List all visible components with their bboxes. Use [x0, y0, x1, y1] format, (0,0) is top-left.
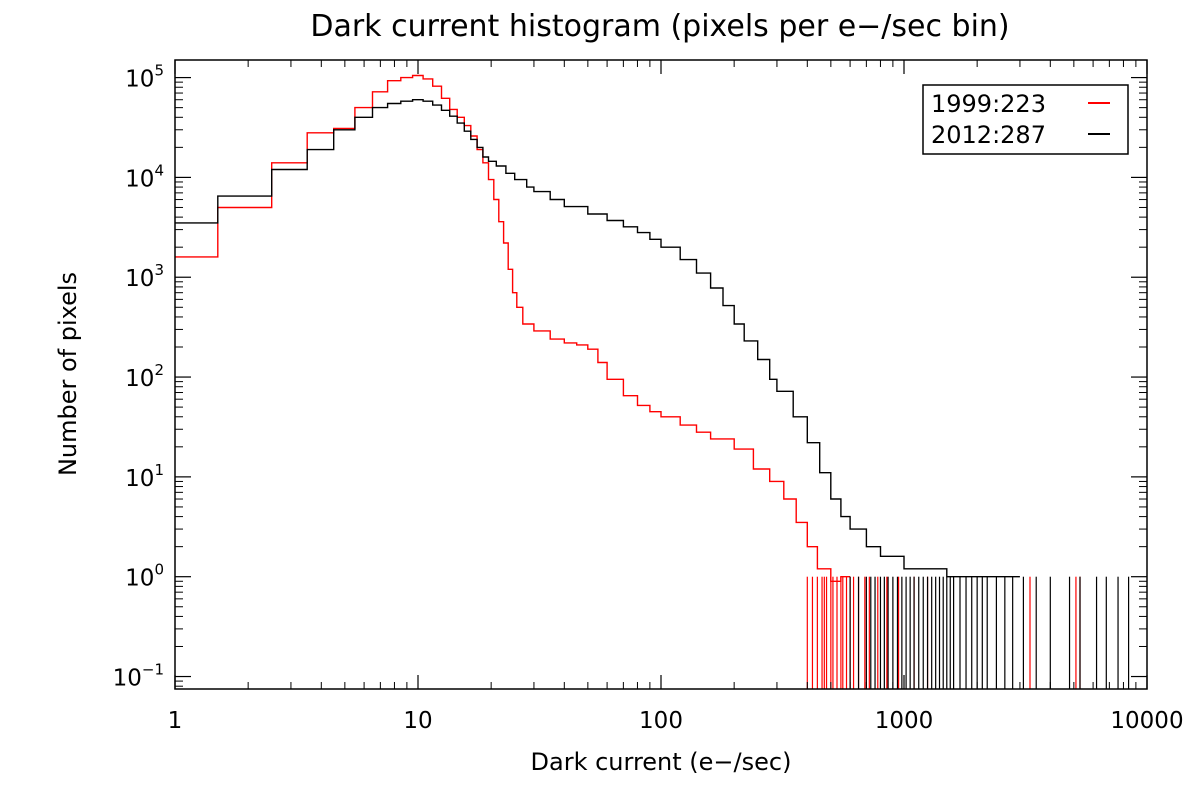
y-tick-label: 101 [125, 461, 164, 492]
y-tick-exponent: 4 [154, 161, 164, 179]
y-tick-base: 10 [125, 466, 154, 492]
y-tick-base: 10 [113, 666, 142, 692]
legend-entry-label: 2012:287 [931, 121, 1046, 149]
y-tick-label: 105 [125, 62, 164, 93]
series-line-2012-287 [175, 99, 1020, 578]
y-tick-label: 103 [125, 261, 164, 292]
y-tick-exponent: 0 [154, 561, 164, 579]
x-tick-label: 100 [639, 708, 683, 734]
y-tick-base: 10 [125, 566, 154, 592]
chart-title: Dark current histogram (pixels per e−/se… [310, 9, 1009, 44]
y-tick-label: 104 [125, 161, 164, 192]
y-tick-exponent: −1 [142, 661, 164, 679]
y-tick-label: 10−1 [113, 661, 164, 692]
x-tick-label: 1000 [875, 708, 934, 734]
x-tick-label: 10000 [1110, 708, 1183, 734]
x-axis-label: Dark current (e−/sec) [531, 748, 792, 776]
legend-entry-label: 1999:223 [931, 90, 1046, 118]
y-tick-exponent: 3 [154, 261, 164, 279]
y-axis-label: Number of pixels [54, 272, 82, 476]
legend-box [922, 84, 1129, 155]
x-axis-ticks: 1 10 100 1000 10000 [168, 60, 1184, 734]
legend: 1999:223 2012:287 [922, 84, 1129, 155]
y-tick-exponent: 2 [154, 361, 164, 379]
series-layer [175, 74, 1130, 689]
x-tick-label: 1 [168, 708, 183, 734]
y-tick-exponent: 1 [154, 461, 164, 479]
y-tick-base: 10 [125, 67, 154, 93]
y-tick-label: 102 [125, 361, 164, 392]
y-tick-base: 10 [125, 266, 154, 292]
y-tick-base: 10 [125, 366, 154, 392]
y-tick-label: 100 [125, 561, 164, 592]
series-line-1999-223 [175, 74, 851, 582]
y-tick-exponent: 5 [154, 62, 164, 80]
y-tick-base: 10 [125, 166, 154, 192]
series-spikes-2012-287 [849, 576, 1130, 689]
x-tick-label: 10 [403, 708, 432, 734]
